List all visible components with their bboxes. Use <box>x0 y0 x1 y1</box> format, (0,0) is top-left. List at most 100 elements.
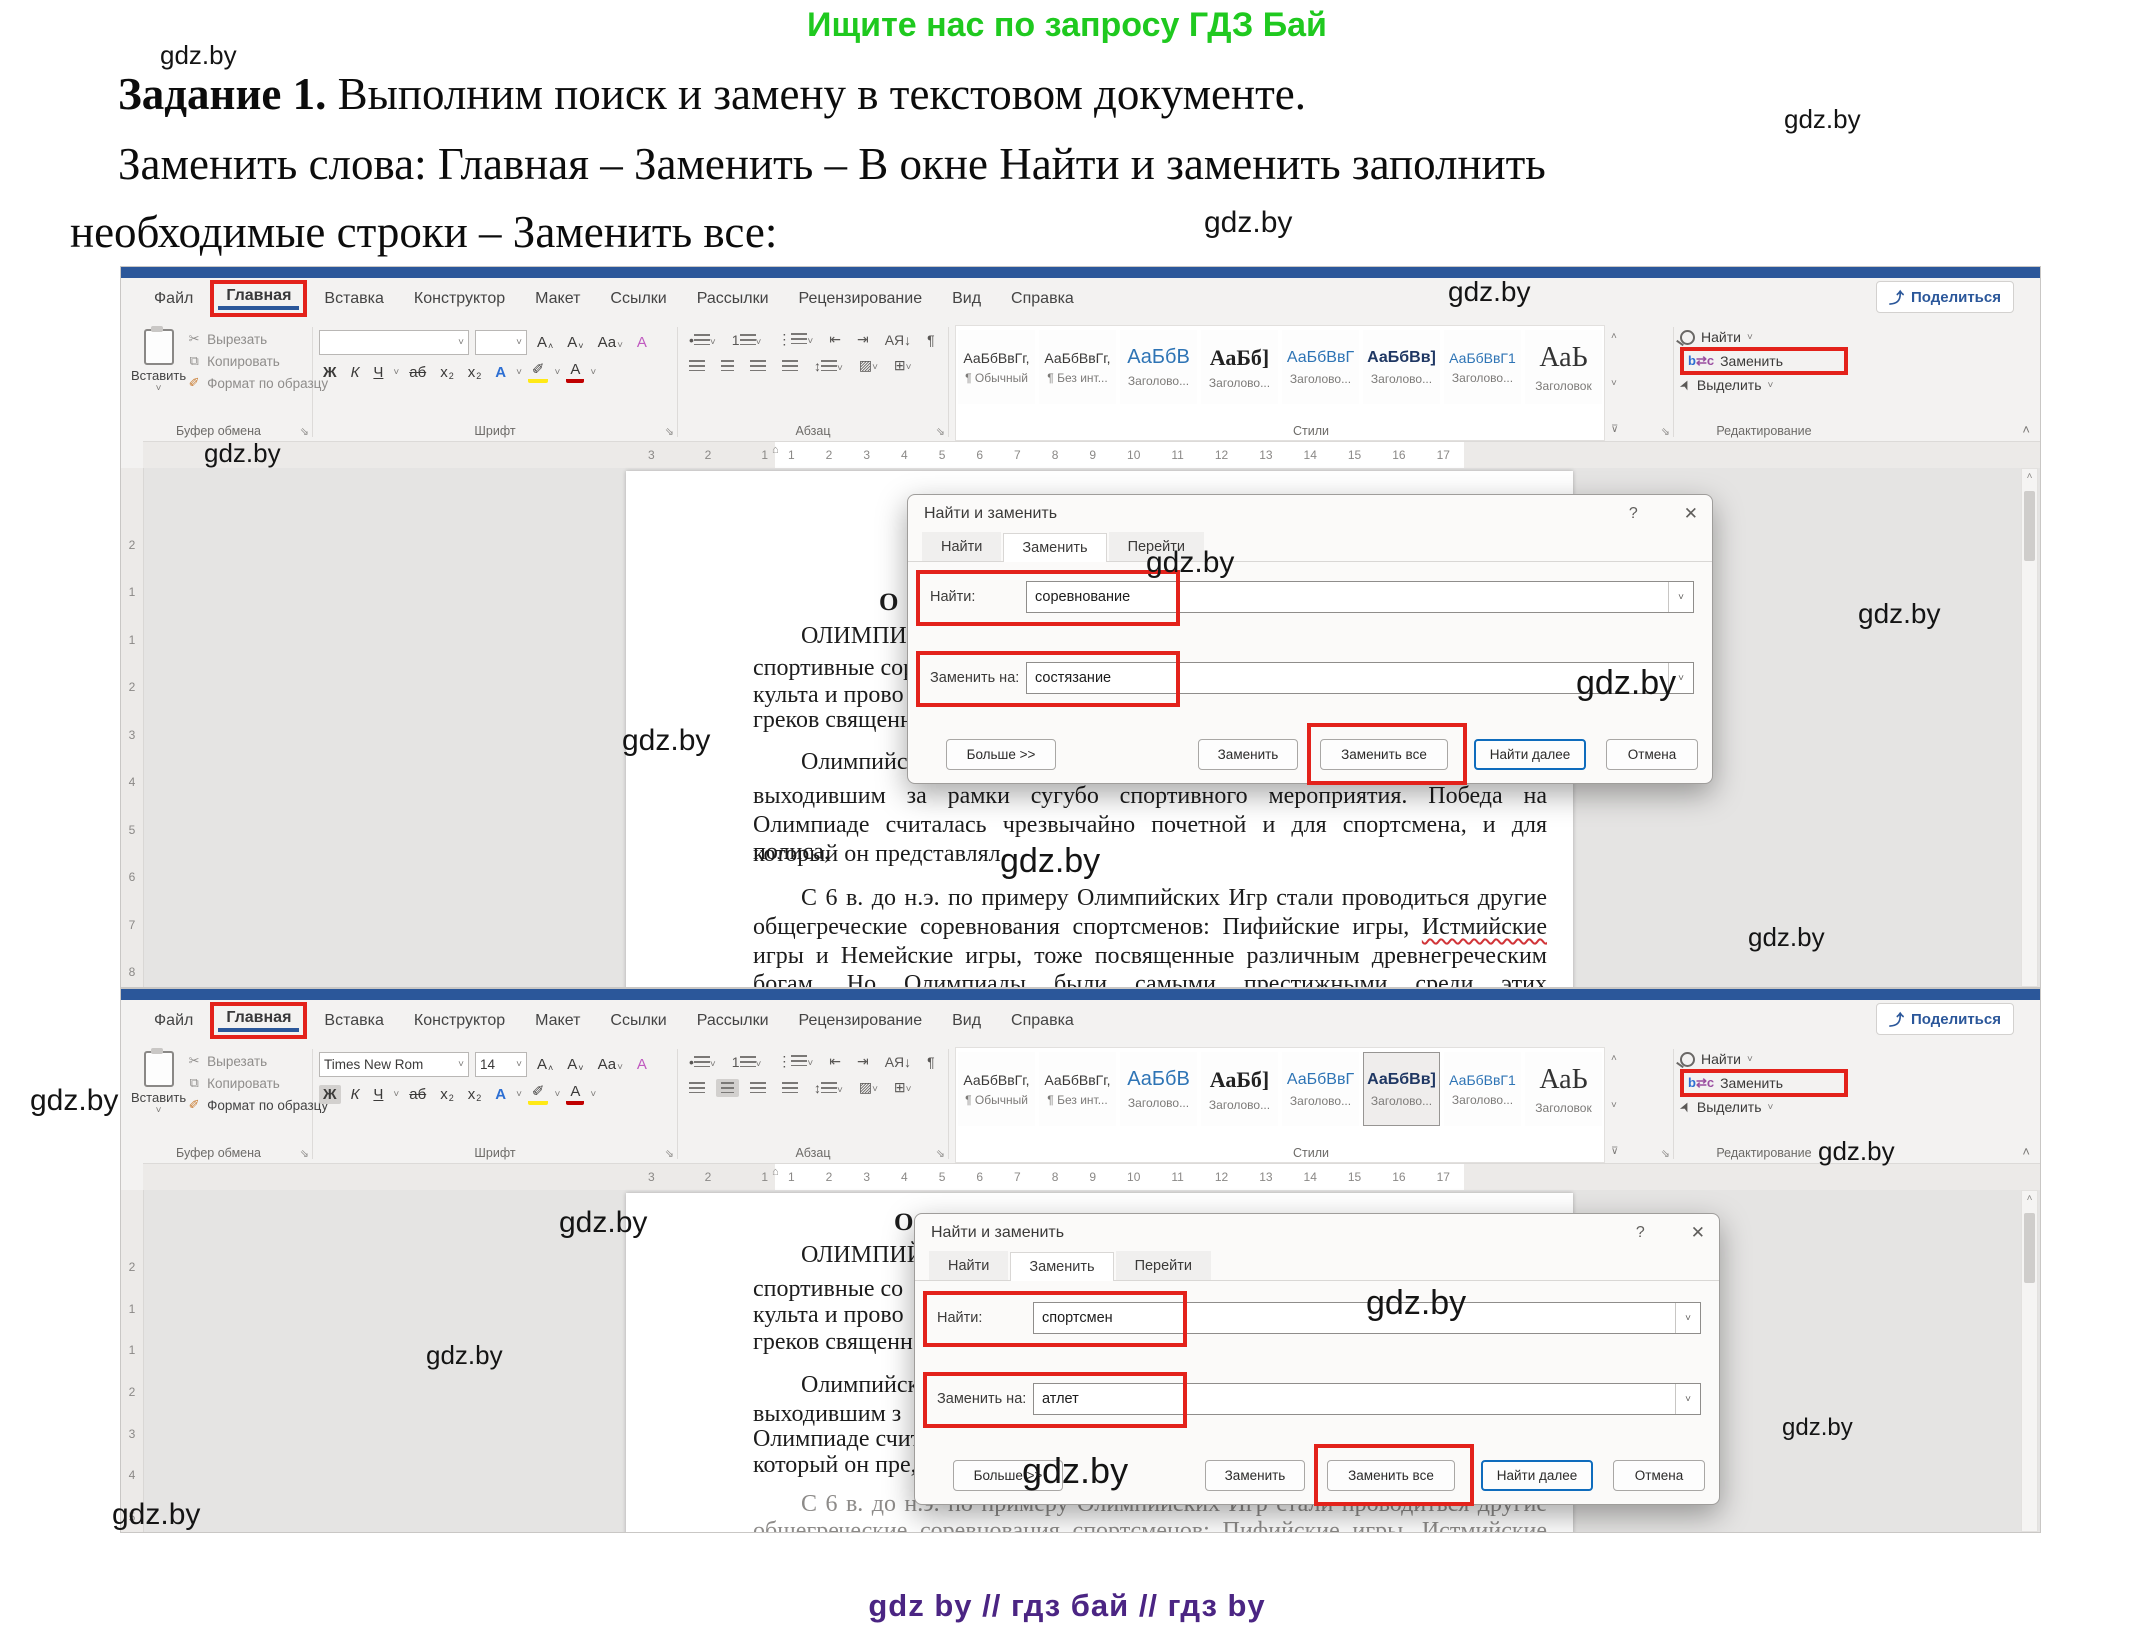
font-color-button[interactable]: А <box>566 1084 585 1105</box>
collapse-ribbon-icon[interactable]: ˄ <box>2022 422 2030 437</box>
gallery-down-icon[interactable]: ˅ <box>1611 1099 1617 1111</box>
vertical-ruler[interactable]: 2 1 1 2 3 4 5 6 7 8 <box>121 468 144 987</box>
chevron-down-icon[interactable]: ˅ <box>1675 1384 1700 1414</box>
tab-mailings[interactable]: Рассылки <box>696 289 769 307</box>
replace-input[interactable] <box>1027 670 1668 686</box>
underline-button[interactable]: Ч <box>373 1086 384 1103</box>
style-heading2[interactable]: АаБб] Заголово... <box>1201 330 1278 404</box>
dialog-tab-goto[interactable]: Перейти <box>1108 532 1205 561</box>
align-center-button[interactable] <box>716 1078 739 1097</box>
copy-button[interactable]: ⧉ Копировать <box>186 353 328 369</box>
dialog-launcher-icon[interactable]: ⇘ <box>935 426 945 438</box>
numbered-list-button[interactable]: 1 ˅ <box>731 331 762 348</box>
select-button[interactable]: ➤ Выделить ˅ <box>1675 1098 1774 1115</box>
chevron-down-icon[interactable]: ˅ <box>1675 1303 1700 1333</box>
dialog-launcher-icon[interactable]: ⇘ <box>664 426 674 438</box>
sort-button[interactable]: АЯ↓ <box>884 331 912 348</box>
find-input[interactable] <box>1034 1310 1675 1326</box>
tab-file[interactable]: Файл <box>154 289 194 307</box>
tab-review[interactable]: Рецензирование <box>798 289 923 307</box>
highlight-button[interactable]: ✐ <box>527 1084 549 1105</box>
align-right-button[interactable] <box>745 357 771 375</box>
style-heading5[interactable]: АаБбВвГ1 Заголово... <box>1444 330 1521 404</box>
more-button[interactable]: Больше >> <box>946 739 1056 770</box>
line-spacing-button[interactable]: ↕ ˅ <box>814 357 843 374</box>
gallery-up-icon[interactable]: ˄ <box>1611 1053 1617 1064</box>
dialog-launcher-icon[interactable]: ⇘ <box>1660 1148 1670 1160</box>
align-right-button[interactable] <box>745 1079 771 1097</box>
justify-button[interactable] <box>777 357 803 375</box>
tab-design[interactable]: Конструктор <box>413 1011 506 1029</box>
gallery-more-icon[interactable]: ⊽ <box>1611 424 1619 435</box>
clear-format-button[interactable]: А <box>636 1056 647 1073</box>
style-heading3[interactable]: АаБбВвГ Заголово... <box>1282 1052 1359 1126</box>
font-size-combo[interactable]: 14 ˅ <box>475 1052 527 1077</box>
cut-button[interactable]: ✂ Вырезать <box>186 1053 328 1069</box>
close-icon[interactable]: ✕ <box>1690 1223 1705 1242</box>
shading-button[interactable]: ▨˅ <box>858 1079 878 1095</box>
shrink-font-button[interactable]: А ˅ <box>567 1056 584 1073</box>
tab-file[interactable]: Файл <box>154 1011 194 1029</box>
paste-button[interactable]: Вставить ˅ <box>131 325 186 441</box>
numbered-list-button[interactable]: 1 ˅ <box>731 1053 762 1070</box>
tab-layout[interactable]: Макет <box>535 289 581 307</box>
style-heading2[interactable]: АаБб] Заголово... <box>1201 1052 1278 1126</box>
collapse-ribbon-icon[interactable]: ˄ <box>2022 1144 2030 1159</box>
increase-indent-button[interactable]: ⇥ <box>856 331 869 347</box>
dialog-launcher-icon[interactable]: ⇘ <box>935 1148 945 1160</box>
close-icon[interactable]: ✕ <box>1683 504 1698 523</box>
align-left-button[interactable] <box>684 357 710 375</box>
underline-button[interactable]: Ч <box>373 364 384 381</box>
replace-button[interactable]: Заменить <box>1720 1075 1783 1091</box>
dialog-tab-replace[interactable]: Заменить <box>1003 533 1107 562</box>
style-no-spacing[interactable]: АаБбВвГг, ¶ Без инт... <box>1039 330 1116 404</box>
align-center-button[interactable] <box>716 357 739 375</box>
replace-all-button[interactable]: Заменить все <box>1327 1460 1455 1491</box>
chevron-down-icon[interactable]: ˅ <box>1668 582 1693 612</box>
find-replace-dialog[interactable]: Найти и заменить ? ✕ Найти Заменить Пере… <box>914 1213 1720 1506</box>
chevron-down-icon[interactable]: ˅ <box>1668 663 1693 693</box>
select-button[interactable]: ➤ Выделить ˅ <box>1675 376 1774 393</box>
font-size-combo[interactable]: ˅ <box>475 330 527 355</box>
find-input-field[interactable]: ˅ <box>1026 581 1694 613</box>
help-icon[interactable]: ? <box>1628 505 1638 522</box>
find-input[interactable] <box>1027 589 1668 605</box>
gallery-down-icon[interactable]: ˅ <box>1611 377 1617 389</box>
cancel-button[interactable]: Отмена <box>1613 1460 1705 1491</box>
font-name-combo[interactable]: Times New Rom ˅ <box>319 1052 469 1077</box>
tab-mailings[interactable]: Рассылки <box>696 1011 769 1029</box>
vertical-scrollbar[interactable]: ˄ <box>2021 1190 2038 1532</box>
style-heading3[interactable]: АаБбВвГ Заголово... <box>1282 330 1359 404</box>
style-heading5[interactable]: АаБбВвГ1 Заголово... <box>1444 1052 1521 1126</box>
multilevel-list-button[interactable]: ⋮ ˅ <box>777 331 814 347</box>
tab-references[interactable]: Ссылки <box>610 289 667 307</box>
tab-home[interactable]: Главная <box>218 285 300 310</box>
find-replace-dialog[interactable]: Найти и заменить ? ✕ Найти Заменить Пере… <box>907 494 1713 785</box>
borders-button[interactable]: ⊞˅ <box>893 1079 912 1095</box>
replace-input-field[interactable]: ˅ <box>1033 1383 1701 1415</box>
bold-button[interactable]: Ж <box>319 1085 341 1104</box>
dialog-tab-find[interactable]: Найти <box>929 1251 1009 1280</box>
style-heading4-selected[interactable]: АаБбВв] Заголово... <box>1363 1052 1440 1126</box>
style-normal[interactable]: АаБбВвГг, ¶ Обычный <box>958 330 1035 404</box>
bullet-list-button[interactable]: • ˅ <box>689 1053 716 1070</box>
justify-button[interactable] <box>777 1079 803 1097</box>
vertical-ruler[interactable]: 2 1 1 2 3 4 5 <box>121 1190 144 1532</box>
tab-view[interactable]: Вид <box>952 1011 982 1029</box>
font-color-button[interactable]: А <box>566 362 585 383</box>
style-normal[interactable]: АаБбВвГг, ¶ Обычный <box>958 1052 1035 1126</box>
change-case-button[interactable]: Аа ˅ <box>597 334 623 351</box>
font-name-combo[interactable]: ˅ <box>319 330 469 355</box>
tab-help[interactable]: Справка <box>1011 1011 1074 1029</box>
style-heading1[interactable]: АаБбВ Заголово... <box>1120 330 1197 404</box>
share-button[interactable]: ⤴ Поделиться <box>1875 281 2014 313</box>
tab-references[interactable]: Ссылки <box>610 1011 667 1029</box>
tab-insert[interactable]: Вставка <box>324 289 384 307</box>
vertical-scrollbar[interactable]: ˄ <box>2021 468 2038 987</box>
tab-insert[interactable]: Вставка <box>324 1011 384 1029</box>
